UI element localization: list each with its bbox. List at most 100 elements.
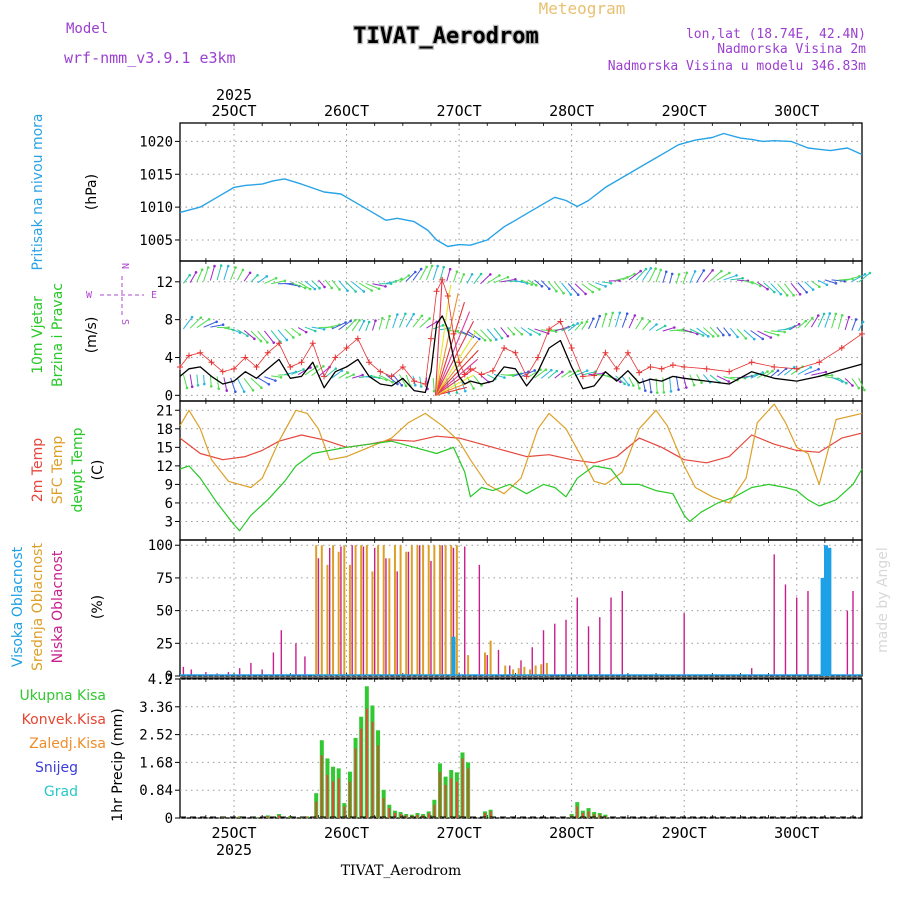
wind-vector (277, 329, 288, 341)
wind-gust-marker (219, 368, 226, 375)
wind-vector-head (479, 272, 483, 276)
low-cloud-bar (317, 558, 320, 676)
wind-vector-head (285, 338, 289, 342)
wind-vector-head (598, 314, 601, 318)
wind-vector-head (857, 386, 861, 390)
conv-precip-bar (365, 708, 368, 818)
wind-vector (257, 275, 268, 284)
wind-gust-marker (411, 378, 418, 385)
wind-vector (642, 378, 646, 391)
wind-vector (493, 276, 509, 284)
wind-vector (216, 265, 222, 281)
top-date-label: 25OCT (211, 102, 256, 120)
conv-precip-bar (300, 817, 303, 818)
wind-vector (264, 277, 277, 284)
wind-gust-marker (859, 330, 865, 337)
wind-vector (439, 267, 445, 281)
precip-ytick-label: 0 (165, 811, 173, 827)
bottom-date-label: 25OCT (211, 824, 256, 842)
mid-cloud-bar (371, 571, 374, 676)
wind-vector (783, 283, 794, 296)
wind-vector (689, 328, 704, 336)
wind-vector (804, 317, 813, 328)
wind-vector-head (226, 264, 230, 268)
wind-vector-head (412, 312, 415, 316)
bottom-year-label: 2025 (216, 841, 252, 859)
wind-vector (331, 279, 340, 290)
compass-s: S (119, 319, 130, 325)
wind-gust-marker (523, 373, 530, 380)
wind-vector (405, 271, 416, 282)
mid-cloud-bar (393, 545, 396, 676)
wind-vector-head (274, 276, 278, 280)
wind-vector-head (664, 270, 668, 274)
wind-vector (291, 327, 301, 336)
wind-vector-head (362, 290, 366, 293)
wind-vector (851, 273, 866, 282)
wind-vector-head (577, 369, 580, 373)
wind-vector (399, 275, 410, 283)
wind-vector (527, 279, 537, 286)
mid-cloud-bar (377, 545, 380, 676)
wind-vector-head (861, 320, 865, 324)
wind-vector (257, 330, 268, 343)
mid-cloud-bar (360, 545, 363, 676)
wind-vector (520, 279, 533, 286)
wind-vector (385, 315, 391, 330)
wind-vector (763, 282, 775, 293)
wind-vector (743, 329, 755, 340)
low-cloud-bar (190, 669, 192, 676)
wind-vector (196, 318, 210, 328)
wind-gust-marker (186, 352, 193, 359)
conv-precip-bar (349, 781, 351, 818)
mid-cloud-bar (489, 640, 492, 676)
wind-vector (621, 376, 630, 386)
wind-vector-head (736, 335, 739, 339)
wind-vector (824, 279, 837, 284)
low-cloud-bar (272, 652, 275, 676)
wind-vector (446, 269, 451, 282)
low-cloud-bar (852, 591, 854, 676)
wind-vector (554, 281, 564, 294)
wind-vector-head (534, 283, 538, 287)
wind-vector (662, 327, 675, 332)
low-cloud-bar (576, 597, 578, 676)
wind-ylabel: 10m Vjetar (30, 296, 46, 374)
wind-vector (527, 327, 540, 335)
mid-cloud-bar (529, 669, 532, 676)
wind-vector-head (298, 333, 302, 336)
wind-vector (304, 280, 316, 290)
mid-cloud-bar (315, 545, 318, 676)
wind-vector (196, 374, 199, 386)
wind-vector (534, 328, 549, 334)
wind-vector-head (334, 367, 338, 370)
wind-vector (858, 321, 864, 332)
wind-vector-head (323, 285, 326, 289)
wind-vector (810, 315, 819, 328)
wind-vector-head (520, 332, 524, 336)
wind-vector (514, 371, 529, 377)
wind-vector (831, 279, 845, 282)
wind-vector-head (555, 289, 558, 293)
wind-vector-head (728, 271, 731, 275)
wind-vector (615, 312, 621, 328)
wind-vector-head (483, 338, 487, 342)
wind-vector (682, 329, 698, 335)
cloud-ytick-label: 50 (156, 604, 173, 620)
wind-vector-head (234, 266, 237, 269)
wind-vector-head (863, 273, 867, 276)
wind-vector-head (632, 384, 635, 387)
wind-vector-head (190, 385, 194, 388)
wind-vector (486, 374, 496, 380)
wind-gust-marker (579, 373, 586, 380)
wind-gust-vector (435, 349, 479, 396)
wind-vector (351, 320, 360, 332)
conv-precip-bar (221, 817, 224, 818)
conv-precip-bar (354, 748, 357, 818)
wind-vector-head (265, 275, 269, 278)
wind-vector-head (701, 334, 705, 337)
wind-gust-marker (613, 365, 620, 372)
conv-precip-bar (337, 778, 340, 818)
wind-vector (838, 377, 847, 384)
wind-gust-marker (287, 363, 294, 370)
